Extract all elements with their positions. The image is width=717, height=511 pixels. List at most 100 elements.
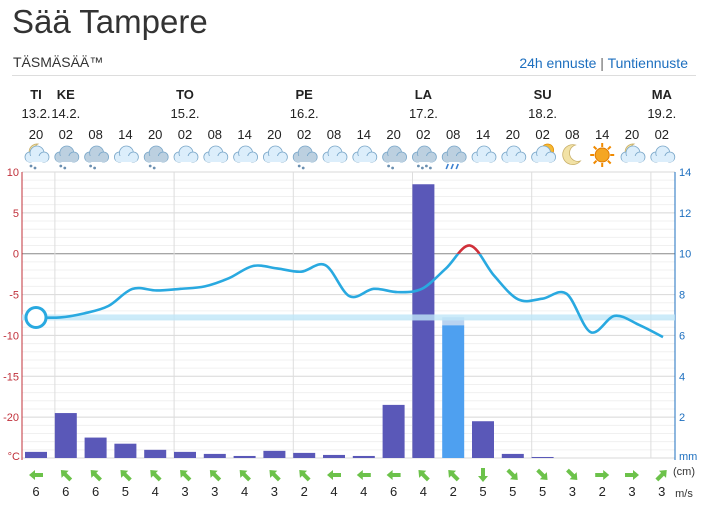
header-divider	[12, 75, 696, 76]
wind-speed: 4	[152, 484, 159, 499]
hour-label: 20	[148, 127, 162, 142]
wind-speed: 3	[271, 484, 278, 499]
arrow-up-left-icon	[180, 470, 192, 482]
day-date: 17.2.	[409, 106, 438, 121]
hour-label: 20	[506, 127, 520, 142]
hour-label: 14	[357, 127, 371, 142]
arrow-up-left-icon	[448, 470, 460, 482]
arrow-right-icon	[625, 470, 639, 480]
wind-speed: 3	[211, 484, 218, 499]
wind-speed: 5	[479, 484, 486, 499]
arrow-up-right-icon	[655, 470, 667, 482]
cloud-snow-icon	[292, 145, 318, 170]
hour-label: 20	[386, 127, 400, 142]
current-temp-marker	[24, 305, 48, 329]
precip-bar	[412, 184, 435, 458]
link-24h-forecast[interactable]: 24h ennuste	[519, 55, 597, 71]
moon-cloud-icon	[620, 143, 646, 163]
arrow-left-icon	[386, 470, 401, 480]
day-date: 13.2.	[22, 106, 51, 121]
arrow-down-right-icon	[566, 468, 578, 480]
hour-label: 14	[595, 127, 609, 142]
day-name: MA	[652, 87, 673, 102]
wind-speed: 3	[628, 484, 635, 499]
left-tick-label: -10	[3, 330, 19, 342]
precip-bar	[263, 450, 286, 458]
precip-bar	[144, 449, 167, 458]
hour-label: 02	[178, 127, 192, 142]
arrow-left-icon	[29, 470, 43, 480]
right-tick-label: 4	[679, 371, 685, 383]
hour-label: 14	[118, 127, 132, 142]
precip-bar	[382, 404, 405, 458]
left-tick-label: -20	[3, 412, 19, 424]
hour-label: 20	[267, 127, 281, 142]
arrow-down-right-icon	[536, 468, 548, 480]
arrow-up-left-icon	[239, 470, 251, 482]
right-tick-label: 6	[679, 330, 685, 342]
cloud-icon	[501, 145, 527, 163]
current-temp-band	[22, 314, 675, 321]
day-name: TI	[30, 87, 42, 102]
hour-label: 02	[59, 127, 73, 142]
arrow-up-left-icon	[150, 470, 162, 482]
right-tick-label: 12	[679, 208, 691, 220]
precip-bar	[293, 452, 316, 458]
moon-cloud-snow-icon	[24, 143, 50, 170]
wind-speed: 5	[539, 484, 546, 499]
right-tick-label: 14	[679, 167, 691, 179]
cloud-icon	[352, 145, 378, 163]
hour-label: 08	[446, 127, 460, 142]
hour-label: 20	[625, 127, 639, 142]
day-name: SU	[534, 87, 552, 102]
precip-bar	[174, 451, 196, 458]
arrow-up-left-icon	[60, 470, 73, 482]
cloud-icon	[173, 145, 199, 163]
precip-bar-snow-cap	[442, 317, 465, 326]
link-hourly-forecast[interactable]: Tuntiennuste	[607, 55, 688, 71]
wind-unit-label: m/s	[675, 488, 693, 500]
hour-label: 08	[565, 127, 579, 142]
hour-label: 20	[29, 127, 43, 142]
forecast-brand: TÄSMÄSÄÄ™	[13, 54, 104, 70]
precip-bar	[442, 325, 465, 458]
precip-bar	[352, 455, 375, 458]
wind-speed: 4	[330, 484, 337, 499]
hour-label: 08	[208, 127, 222, 142]
cloud-snow-icon	[382, 145, 408, 170]
cloud-snow-icon	[143, 145, 169, 170]
arrow-up-left-icon	[120, 470, 132, 482]
cloud-icon	[114, 145, 139, 163]
hour-label: 14	[476, 127, 490, 142]
cloud-icon	[471, 145, 497, 163]
cloud-icon	[650, 145, 676, 163]
wind-speed: 6	[390, 484, 397, 499]
hour-label: 02	[416, 127, 430, 142]
arrow-up-left-icon	[209, 470, 222, 482]
precip-bar	[114, 443, 137, 458]
precip-bar	[84, 437, 107, 458]
day-name: TO	[176, 87, 194, 102]
wind-speed: 6	[62, 484, 69, 499]
hour-label: 08	[88, 127, 102, 142]
precip-bar	[501, 453, 524, 458]
wind-speed: 4	[241, 484, 248, 499]
left-tick-label: -15	[3, 371, 19, 383]
precip-bar	[25, 451, 47, 458]
hour-label: 08	[327, 127, 341, 142]
arrow-down-right-icon	[506, 468, 518, 480]
arrow-up-left-icon	[299, 470, 311, 482]
arrow-up-left-icon	[269, 470, 281, 482]
day-date: 14.2.	[51, 106, 80, 121]
wind-speed: 2	[450, 484, 457, 499]
precip-bar	[472, 421, 494, 458]
wind-speed: 3	[569, 484, 576, 499]
temperature-line	[35, 253, 664, 339]
day-name: KE	[57, 87, 75, 102]
cloud-icon	[203, 145, 229, 163]
precip-bar	[323, 454, 345, 458]
left-tick-label: -5	[9, 290, 19, 302]
arrow-left-icon	[356, 470, 371, 480]
cloud-snow-icon	[84, 145, 109, 170]
